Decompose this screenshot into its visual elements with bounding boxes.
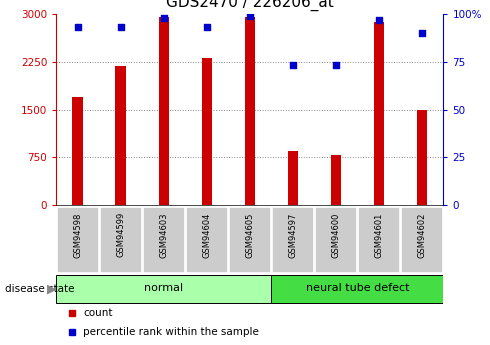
Bar [358, 207, 399, 273]
Bar [288, 151, 298, 205]
Point [117, 24, 125, 30]
Bar [186, 207, 227, 273]
Point [203, 24, 211, 30]
Bar [331, 156, 342, 205]
Text: ▶: ▶ [47, 283, 56, 295]
Point [160, 15, 168, 20]
Text: normal: normal [145, 283, 183, 293]
Text: GSM94600: GSM94600 [331, 212, 341, 258]
Bar [373, 22, 384, 205]
Text: count: count [83, 308, 113, 318]
Bar [143, 207, 185, 273]
Point [418, 30, 426, 36]
Text: percentile rank within the sample: percentile rank within the sample [83, 327, 259, 337]
Bar [100, 207, 142, 273]
Title: GDS2470 / 226206_at: GDS2470 / 226206_at [166, 0, 334, 11]
Bar [201, 58, 212, 205]
Bar [315, 207, 357, 273]
Bar [56, 275, 271, 303]
Bar [158, 17, 169, 205]
Bar [57, 207, 98, 273]
Text: GSM94599: GSM94599 [116, 212, 125, 257]
Bar [416, 110, 427, 205]
Text: GSM94603: GSM94603 [159, 212, 169, 258]
Point [246, 13, 254, 19]
Bar [229, 207, 270, 273]
Bar [116, 67, 126, 205]
Point [289, 63, 297, 68]
Text: GSM94598: GSM94598 [74, 212, 82, 258]
Bar [272, 207, 314, 273]
Bar [271, 275, 443, 303]
Bar [401, 207, 442, 273]
Text: GSM94601: GSM94601 [374, 212, 384, 258]
Text: neural tube defect: neural tube defect [306, 283, 409, 293]
Text: GSM94604: GSM94604 [202, 212, 211, 258]
Point [332, 63, 340, 68]
Text: GSM94602: GSM94602 [417, 212, 426, 258]
Bar [73, 97, 83, 205]
Text: GSM94605: GSM94605 [245, 212, 254, 258]
Point [74, 24, 82, 30]
Point [375, 17, 383, 22]
Text: GSM94597: GSM94597 [289, 212, 297, 258]
Text: disease state: disease state [5, 284, 74, 294]
Bar [245, 17, 255, 205]
